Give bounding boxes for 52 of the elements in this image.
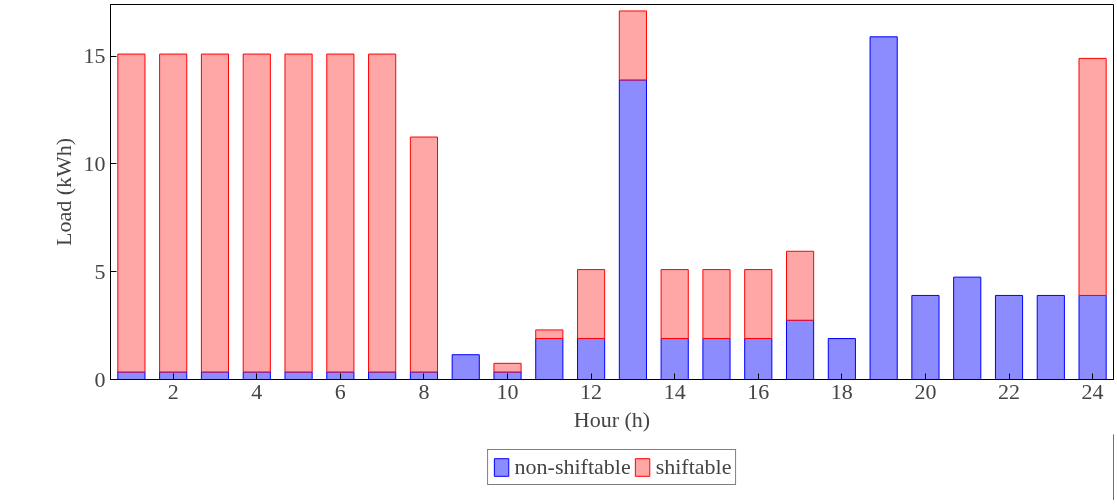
bar xyxy=(1036,294,1065,380)
bar xyxy=(200,53,230,373)
bar xyxy=(117,53,146,373)
bar xyxy=(368,53,397,373)
bar xyxy=(159,53,188,373)
x-tick-label: 2 xyxy=(167,378,179,404)
bar xyxy=(535,338,564,380)
bar xyxy=(326,53,355,373)
y-axis-title: Load (kWh) xyxy=(50,137,76,247)
x-tick-label: 12 xyxy=(580,378,603,404)
bar xyxy=(911,294,940,380)
y-tick-label: 5 xyxy=(94,258,106,284)
bar xyxy=(994,294,1024,380)
bar xyxy=(242,53,271,373)
x-tick-label: 10 xyxy=(496,378,519,404)
bar xyxy=(284,53,313,373)
x-axis-title: Hour (h) xyxy=(573,406,651,432)
x-tick-label: 6 xyxy=(334,378,346,404)
legend-label: shiftable xyxy=(655,454,732,480)
bar xyxy=(702,338,731,380)
x-tick-label: 24 xyxy=(1081,378,1104,404)
bar xyxy=(785,250,815,321)
bar xyxy=(577,338,606,380)
bar xyxy=(618,10,647,81)
x-tick-label: 16 xyxy=(747,378,770,404)
x-tick-label: 18 xyxy=(830,378,853,404)
bar xyxy=(953,276,982,380)
bar xyxy=(744,269,773,340)
y-tick-label: 0 xyxy=(94,366,106,392)
bar xyxy=(785,319,815,380)
bar xyxy=(618,79,647,380)
bar xyxy=(660,269,689,340)
bar xyxy=(1078,57,1107,296)
bar xyxy=(702,269,731,340)
y-tick-label: 15 xyxy=(83,43,106,69)
x-tick-label: 22 xyxy=(998,378,1021,404)
bar xyxy=(451,354,480,380)
bar xyxy=(827,338,856,380)
x-tick-label: 8 xyxy=(418,378,430,404)
legend-label: non-shiftable xyxy=(514,454,631,480)
bar xyxy=(409,136,439,373)
bar xyxy=(535,329,564,340)
x-tick-label: 14 xyxy=(663,378,686,404)
x-tick-label: 20 xyxy=(914,378,937,404)
bar xyxy=(577,269,606,340)
bar xyxy=(744,338,773,380)
x-tick-label: 4 xyxy=(251,378,263,404)
bar xyxy=(660,338,689,380)
bar xyxy=(869,36,898,380)
bar xyxy=(493,362,522,373)
y-tick-label: 10 xyxy=(83,150,106,176)
bar xyxy=(1078,294,1107,380)
